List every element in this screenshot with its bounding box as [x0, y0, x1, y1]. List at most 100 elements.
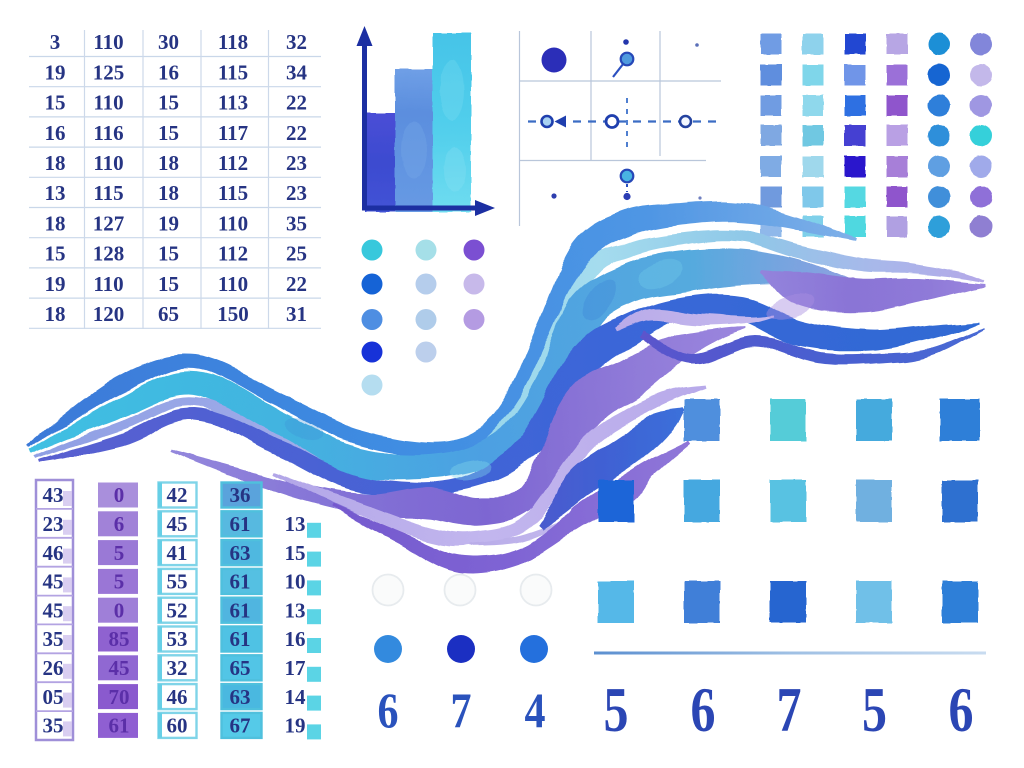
svg-text:63: 63: [230, 685, 251, 709]
svg-text:110: 110: [218, 211, 248, 235]
svg-text:15: 15: [158, 91, 179, 115]
svg-text:23: 23: [43, 512, 64, 536]
svg-text:16: 16: [45, 121, 66, 145]
svg-text:65: 65: [230, 656, 251, 680]
svg-text:15: 15: [158, 272, 179, 296]
svg-text:150: 150: [217, 302, 249, 326]
svg-text:16: 16: [158, 60, 179, 84]
svg-text:116: 116: [93, 121, 123, 145]
svg-text:115: 115: [218, 60, 248, 84]
svg-text:22: 22: [286, 91, 307, 115]
svg-text:63: 63: [230, 541, 251, 565]
svg-text:19: 19: [45, 60, 66, 84]
svg-text:18: 18: [45, 302, 66, 326]
svg-text:61: 61: [230, 512, 251, 536]
svg-text:110: 110: [93, 91, 123, 115]
svg-text:17: 17: [285, 656, 306, 680]
svg-text:120: 120: [93, 302, 125, 326]
svg-text:6: 6: [114, 512, 125, 536]
svg-text:45: 45: [109, 656, 130, 680]
svg-text:35: 35: [43, 714, 64, 738]
svg-text:5: 5: [114, 570, 125, 594]
svg-text:6: 6: [949, 675, 974, 745]
svg-text:52: 52: [167, 598, 188, 622]
svg-text:36: 36: [230, 483, 251, 507]
svg-text:46: 46: [43, 541, 64, 565]
svg-text:42: 42: [167, 483, 188, 507]
svg-text:60: 60: [167, 714, 188, 738]
svg-text:22: 22: [286, 121, 307, 145]
svg-text:125: 125: [93, 60, 125, 84]
svg-text:110: 110: [218, 272, 248, 296]
svg-text:118: 118: [218, 30, 248, 54]
svg-text:61: 61: [230, 627, 251, 651]
svg-text:110: 110: [93, 151, 123, 175]
svg-text:7: 7: [451, 682, 472, 738]
svg-text:19: 19: [158, 211, 179, 235]
svg-text:117: 117: [218, 121, 248, 145]
svg-text:18: 18: [158, 151, 179, 175]
svg-text:45: 45: [43, 598, 64, 622]
svg-text:35: 35: [286, 211, 307, 235]
svg-text:13: 13: [285, 512, 306, 536]
svg-text:32: 32: [167, 656, 188, 680]
svg-text:25: 25: [286, 242, 307, 266]
svg-text:65: 65: [158, 302, 179, 326]
svg-text:05: 05: [43, 685, 64, 709]
svg-text:115: 115: [218, 181, 248, 205]
svg-text:19: 19: [285, 714, 306, 738]
svg-text:115: 115: [93, 181, 123, 205]
svg-text:34: 34: [286, 60, 308, 84]
svg-text:53: 53: [167, 627, 188, 651]
svg-text:31: 31: [286, 302, 307, 326]
svg-text:112: 112: [218, 242, 248, 266]
svg-text:15: 15: [158, 121, 179, 145]
svg-text:22: 22: [286, 272, 307, 296]
svg-text:15: 15: [45, 242, 66, 266]
svg-text:46: 46: [167, 685, 188, 709]
svg-text:18: 18: [158, 181, 179, 205]
svg-text:128: 128: [93, 242, 125, 266]
svg-text:55: 55: [167, 570, 188, 594]
svg-text:5: 5: [114, 541, 125, 565]
svg-text:23: 23: [286, 181, 307, 205]
svg-text:26: 26: [43, 656, 64, 680]
svg-text:67: 67: [230, 714, 251, 738]
svg-text:15: 15: [45, 91, 66, 115]
svg-text:7: 7: [777, 675, 802, 745]
svg-text:5: 5: [862, 675, 887, 745]
svg-text:127: 127: [93, 211, 125, 235]
svg-text:6: 6: [378, 682, 399, 738]
svg-text:61: 61: [230, 598, 251, 622]
svg-text:61: 61: [109, 714, 130, 738]
svg-text:112: 112: [218, 151, 248, 175]
svg-text:15: 15: [158, 242, 179, 266]
svg-text:18: 18: [45, 151, 66, 175]
svg-text:85: 85: [109, 627, 130, 651]
svg-text:10: 10: [285, 570, 306, 594]
svg-text:41: 41: [167, 541, 188, 565]
svg-text:43: 43: [43, 483, 64, 507]
svg-text:0: 0: [114, 483, 125, 507]
svg-text:4: 4: [525, 682, 546, 738]
svg-text:19: 19: [45, 272, 66, 296]
svg-text:13: 13: [45, 181, 66, 205]
svg-text:61: 61: [230, 570, 251, 594]
svg-text:5: 5: [604, 675, 629, 745]
svg-text:30: 30: [158, 30, 179, 54]
svg-text:15: 15: [285, 541, 306, 565]
svg-text:110: 110: [93, 272, 123, 296]
svg-text:3: 3: [50, 30, 61, 54]
svg-text:13: 13: [285, 598, 306, 622]
svg-text:45: 45: [167, 512, 188, 536]
svg-text:23: 23: [286, 151, 307, 175]
svg-text:6: 6: [691, 675, 716, 745]
svg-text:18: 18: [45, 211, 66, 235]
svg-text:14: 14: [285, 685, 307, 709]
svg-text:70: 70: [109, 685, 130, 709]
svg-text:110: 110: [93, 30, 123, 54]
svg-text:16: 16: [285, 627, 306, 651]
svg-text:32: 32: [286, 30, 307, 54]
svg-text:35: 35: [43, 627, 64, 651]
svg-text:45: 45: [43, 570, 64, 594]
